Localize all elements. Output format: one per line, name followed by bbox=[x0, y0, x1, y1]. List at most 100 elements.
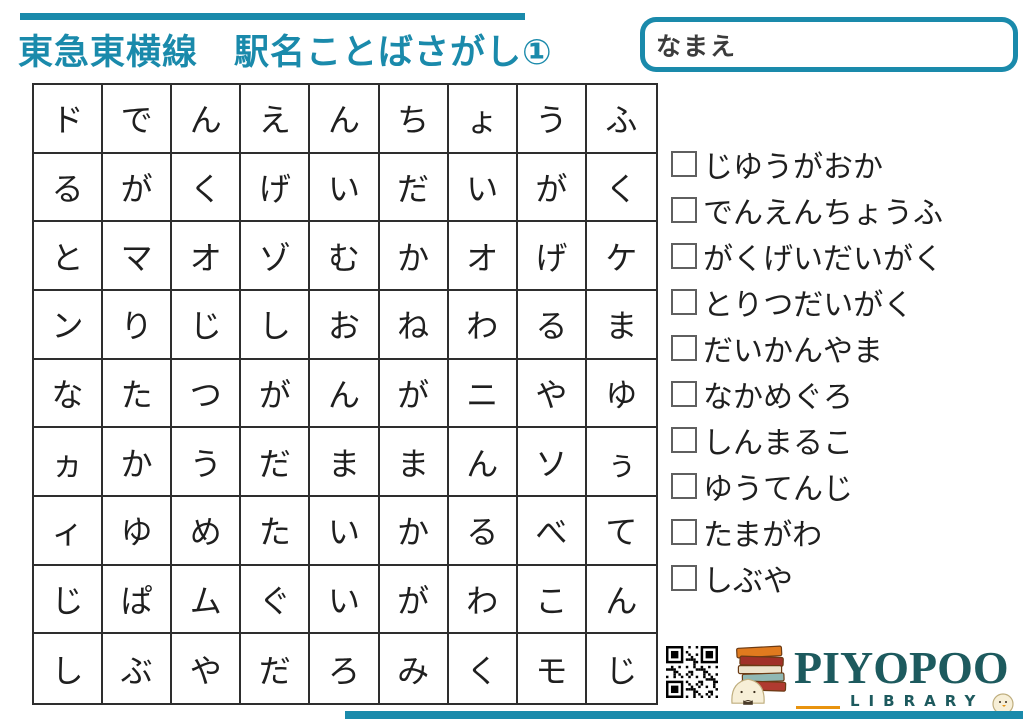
grid-cell-r3c2: マ bbox=[103, 222, 173, 291]
book-stack-icon bbox=[731, 645, 787, 705]
grid-cell-r7c9: て bbox=[586, 497, 656, 566]
name-input[interactable]: なまえ bbox=[645, 22, 1013, 67]
grid-cell-r7c4: た bbox=[241, 496, 311, 566]
word-text: なかめぐろ bbox=[703, 380, 853, 415]
grid-cell-r3c6: か bbox=[379, 222, 449, 291]
grid-cell-r1c2: で bbox=[103, 85, 173, 154]
grid-cell-r4c5: お bbox=[310, 290, 380, 360]
grid-cell-r5c3: つ bbox=[172, 359, 242, 429]
word-list-item: たまがわ bbox=[671, 509, 1023, 555]
grid-cell-r3c8: げ bbox=[517, 222, 587, 291]
grid-cell-r7c5: い bbox=[310, 496, 380, 566]
word-list-item: でんえんちょうふ bbox=[671, 187, 1023, 233]
word-list-item: なかめぐろ bbox=[671, 371, 1023, 417]
grid-cell-r9c6: み bbox=[380, 634, 449, 703]
grid-cell-r4c3: じ bbox=[172, 290, 242, 360]
word-checkbox-8[interactable] bbox=[671, 473, 697, 499]
word-checkbox-9[interactable] bbox=[671, 519, 697, 545]
qr-code-icon bbox=[666, 646, 718, 698]
grid-cell-r9c2: ぶ bbox=[103, 634, 173, 703]
grid-cell-r9c7: く bbox=[449, 634, 518, 703]
word-text: じゆうがおか bbox=[703, 150, 883, 185]
word-text: たまがわ bbox=[703, 518, 823, 553]
grid-cell-r8c1: じ bbox=[34, 565, 104, 635]
word-list-item: とりつだいがく bbox=[671, 279, 1023, 325]
page-title: 東急東横線 駅名ことばさがし① bbox=[18, 33, 553, 73]
word-list-item: しんまるこ bbox=[671, 417, 1023, 463]
grid-cell-r1c6: ち bbox=[379, 85, 449, 154]
word-text: だいかんやま bbox=[703, 334, 883, 369]
grid-cell-r5c8: や bbox=[517, 359, 587, 429]
grid-cell-r3c9: ケ bbox=[586, 222, 656, 291]
grid-cell-r5c2: た bbox=[103, 359, 173, 429]
word-list-item: ゆうてんじ bbox=[671, 463, 1023, 509]
word-list: じゆうがおかでんえんちょうふ がくげいだいがく とりつだいがく だいかんやま なかめぐろ… bbox=[671, 141, 1023, 601]
grid-cell-r2c4: げ bbox=[241, 153, 311, 223]
grid-cell-r9c4: だ bbox=[241, 634, 311, 703]
grid-cell-r3c7: オ bbox=[448, 222, 518, 291]
grid-cell-r9c5: ろ bbox=[310, 634, 380, 703]
grid-cell-r6c5: ま bbox=[310, 428, 380, 497]
word-text: でんえんちょうふ bbox=[703, 196, 943, 231]
grid-cell-r3c1: と bbox=[34, 222, 104, 291]
grid-cell-r6c7: ん bbox=[448, 428, 518, 497]
word-text: しぶや bbox=[703, 564, 793, 599]
grid-cell-r2c2: が bbox=[103, 153, 173, 223]
grid-cell-r1c8: う bbox=[517, 85, 587, 154]
grid-cell-r8c6: が bbox=[379, 565, 449, 635]
grid-cell-r2c1: る bbox=[34, 153, 104, 223]
grid-cell-r4c6: ね bbox=[379, 290, 449, 360]
name-label: なまえ bbox=[656, 31, 738, 61]
grid-cell-r1c5: ん bbox=[310, 85, 380, 154]
grid-cell-r6c9: ぅ bbox=[586, 428, 656, 497]
word-text: しんまるこ bbox=[703, 426, 853, 461]
grid-cell-r1c9: ふ bbox=[586, 85, 656, 154]
grid-cell-r2c3: く bbox=[172, 153, 242, 223]
grid-cell-r7c7: る bbox=[448, 496, 518, 566]
grid-cell-r5c1: な bbox=[34, 359, 104, 429]
grid-cell-r7c1: ィ bbox=[34, 496, 104, 566]
word-checkbox-6[interactable] bbox=[671, 381, 697, 407]
logo-subtitle: LIBRARY bbox=[850, 692, 985, 710]
word-list-item: がくげいだいがく bbox=[671, 233, 1023, 279]
grid-cell-r3c3: オ bbox=[172, 222, 242, 291]
word-checkbox-3[interactable] bbox=[671, 243, 697, 269]
grid-cell-r1c7: ょ bbox=[448, 85, 518, 154]
word-text: とりつだいがく bbox=[703, 288, 914, 323]
grid-cell-r3c4: ゾ bbox=[241, 222, 311, 291]
logo-subtitle-row: LIBRARY bbox=[796, 690, 1018, 715]
grid-cell-r5c9: ゆ bbox=[586, 360, 656, 429]
grid-cell-r3c5: む bbox=[310, 222, 380, 291]
word-checkbox-5[interactable] bbox=[671, 335, 697, 361]
grid-cell-r1c1: ド bbox=[34, 85, 104, 154]
grid-cell-r1c4: え bbox=[241, 85, 311, 154]
word-checkbox-7[interactable] bbox=[671, 427, 697, 453]
grid-cell-r2c9: く bbox=[586, 154, 656, 223]
grid-cell-r9c8: モ bbox=[518, 634, 587, 703]
grid-cell-r7c2: ゆ bbox=[103, 496, 173, 566]
name-box: なまえ bbox=[640, 17, 1018, 72]
word-checkbox-4[interactable] bbox=[671, 289, 697, 315]
grid-cell-r8c9: ん bbox=[586, 566, 656, 635]
grid-cell-r5c7: ニ bbox=[448, 359, 518, 429]
word-checkbox-2[interactable] bbox=[671, 197, 697, 223]
grid-cell-r8c4: ぐ bbox=[241, 565, 311, 635]
footer-underline bbox=[345, 711, 1023, 719]
grid-cell-r2c6: だ bbox=[379, 153, 449, 223]
word-checkbox-1[interactable] bbox=[671, 151, 697, 177]
word-text: がくげいだいがく bbox=[703, 242, 943, 277]
word-checkbox-10[interactable] bbox=[671, 565, 697, 591]
grid-cell-r5c4: が bbox=[241, 359, 311, 429]
grid-cell-r4c4: し bbox=[241, 290, 311, 360]
grid-cell-r8c8: こ bbox=[517, 565, 587, 635]
logo-underline-left bbox=[796, 705, 840, 709]
grid-cell-r9c3: や bbox=[172, 634, 242, 703]
grid-cell-r4c8: る bbox=[517, 290, 587, 360]
grid-cell-r6c6: ま bbox=[379, 428, 449, 497]
grid-cell-r5c6: が bbox=[379, 359, 449, 429]
logo-title: PIYOPOO bbox=[794, 642, 1009, 693]
grid-cell-r6c4: だ bbox=[241, 428, 311, 497]
grid-cell-r6c3: う bbox=[172, 428, 242, 497]
grid-cell-r2c7: い bbox=[448, 153, 518, 223]
grid-cell-r8c7: わ bbox=[448, 565, 518, 635]
